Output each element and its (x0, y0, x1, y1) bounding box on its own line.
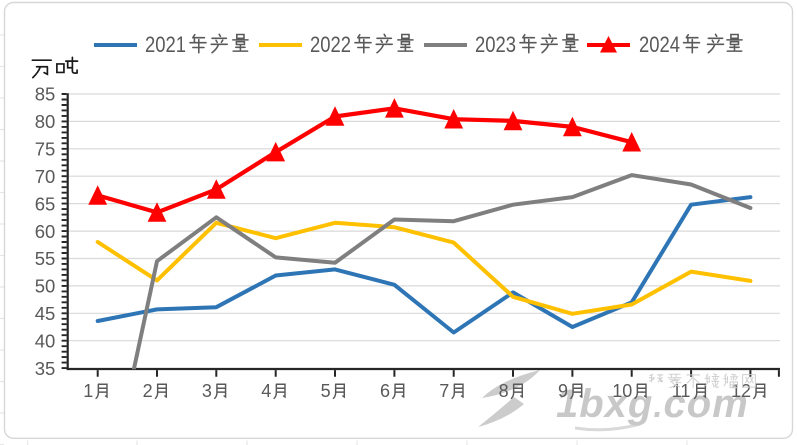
svg-text:70: 70 (35, 166, 56, 187)
svg-text:6: 6 (380, 381, 390, 401)
svg-text:2023: 2023 (475, 32, 516, 57)
svg-text:50: 50 (35, 276, 56, 297)
svg-text:3: 3 (202, 381, 212, 401)
svg-text:11: 11 (672, 381, 691, 401)
svg-text:1bxg.com: 1bxg.com (556, 382, 749, 426)
svg-text:80: 80 (35, 111, 56, 132)
svg-text:1: 1 (83, 381, 93, 401)
svg-text:2021: 2021 (145, 32, 186, 57)
svg-text:5: 5 (321, 381, 331, 401)
svg-text:2: 2 (143, 381, 153, 401)
svg-text:60: 60 (35, 221, 56, 242)
svg-text:45: 45 (35, 303, 56, 324)
svg-text:40: 40 (35, 330, 56, 351)
svg-text:4: 4 (261, 381, 271, 401)
svg-text:65: 65 (35, 193, 56, 214)
svg-text:2022: 2022 (310, 32, 351, 57)
svg-text:8: 8 (499, 381, 509, 401)
svg-text:75: 75 (35, 139, 56, 160)
svg-text:85: 85 (35, 84, 56, 105)
svg-text:9: 9 (558, 381, 568, 401)
svg-text:12: 12 (731, 381, 751, 401)
svg-text:7: 7 (439, 381, 449, 401)
svg-text:2024: 2024 (639, 32, 680, 57)
svg-text:10: 10 (612, 381, 632, 401)
svg-text:55: 55 (35, 248, 56, 269)
svg-text:35: 35 (35, 358, 56, 379)
